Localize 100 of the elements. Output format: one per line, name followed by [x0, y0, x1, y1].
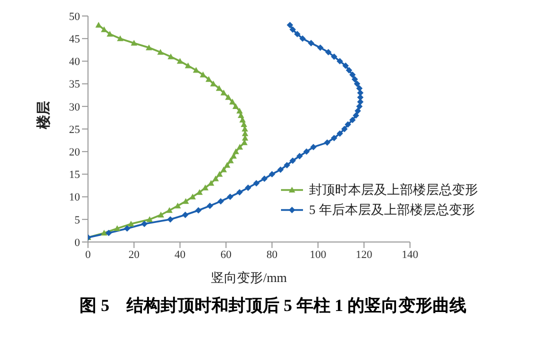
point	[232, 148, 240, 154]
point	[168, 53, 174, 60]
point	[196, 189, 203, 195]
point	[206, 76, 212, 82]
point	[146, 216, 153, 222]
point	[114, 225, 120, 231]
point	[100, 230, 108, 236]
point	[303, 148, 310, 155]
y-tick-label: 45	[69, 34, 80, 46]
x-tick-label: 0	[85, 248, 92, 261]
x-tick-label: 60	[220, 248, 232, 261]
y-tick-label: 5	[74, 214, 80, 226]
legend-label: 5 年后本层及上部楼层总变形	[309, 201, 475, 219]
point	[174, 202, 181, 208]
point	[208, 180, 214, 186]
point	[167, 216, 174, 223]
point	[130, 40, 138, 46]
point	[106, 230, 112, 236]
point	[158, 212, 164, 218]
y-tick-label: 20	[69, 146, 80, 159]
y-tick-label: 10	[69, 192, 80, 204]
point	[236, 108, 243, 114]
point	[216, 85, 222, 91]
point	[308, 40, 314, 46]
point	[216, 171, 223, 177]
point	[225, 94, 232, 100]
x-tick-label: 120	[356, 248, 373, 261]
point	[330, 53, 338, 60]
point	[218, 198, 224, 205]
point	[189, 194, 196, 200]
point	[236, 144, 243, 150]
point	[268, 171, 276, 178]
point	[244, 184, 252, 191]
x-tick-label: 80	[266, 248, 278, 261]
point	[226, 194, 234, 200]
point	[357, 94, 364, 101]
point	[357, 90, 364, 96]
point	[310, 144, 317, 150]
point	[117, 35, 124, 42]
point	[324, 139, 330, 146]
y-tick-label: 35	[69, 78, 80, 91]
point	[344, 121, 352, 128]
y-tick-label: 40	[69, 56, 80, 68]
point	[356, 85, 363, 92]
x-tick-label: 100	[310, 248, 327, 261]
point	[336, 130, 344, 137]
x-tick-label: 40	[174, 248, 186, 261]
x-tick-label: 140	[402, 248, 419, 261]
point	[220, 90, 227, 96]
point	[141, 220, 148, 228]
text: 图 5 结构封顶时和封顶后 5 年柱 1 的竖向变形曲线	[78, 295, 468, 317]
point	[290, 26, 296, 33]
point	[290, 157, 296, 164]
point	[184, 62, 192, 68]
point	[232, 103, 239, 109]
point	[229, 98, 236, 104]
point	[146, 44, 152, 50]
point	[200, 72, 206, 78]
point	[342, 62, 349, 69]
point	[354, 80, 360, 87]
point	[230, 152, 237, 159]
point	[210, 80, 217, 86]
point	[349, 116, 356, 124]
point	[330, 134, 338, 142]
x-tick-label: 20	[128, 248, 140, 261]
point	[341, 126, 348, 132]
point	[253, 180, 260, 186]
point	[176, 58, 184, 64]
point	[128, 220, 134, 226]
point	[286, 22, 294, 28]
point	[294, 30, 300, 38]
point	[227, 157, 234, 164]
point	[100, 26, 108, 32]
point	[352, 76, 358, 82]
y-axis-title: 楼层	[36, 101, 52, 130]
point	[182, 198, 189, 204]
y-tick-label: 25	[69, 124, 80, 136]
point	[317, 44, 324, 51]
point	[352, 112, 360, 119]
point	[284, 162, 290, 168]
point	[261, 176, 268, 182]
point	[296, 152, 303, 160]
y-tick-label: 0	[74, 236, 80, 249]
point	[220, 166, 227, 172]
y-tick-label: 30	[69, 101, 80, 114]
point	[106, 30, 114, 37]
point	[95, 22, 102, 28]
point	[206, 202, 214, 210]
point	[124, 225, 130, 232]
point	[354, 108, 361, 114]
point	[357, 98, 364, 106]
point	[299, 35, 306, 42]
point	[336, 58, 344, 64]
point	[195, 207, 202, 214]
point	[192, 67, 200, 73]
point	[157, 48, 164, 55]
y-tick-label: 50	[69, 10, 80, 23]
x-axis-title: 竖向变形/mm	[211, 270, 287, 285]
point	[346, 67, 352, 74]
point	[182, 212, 188, 218]
